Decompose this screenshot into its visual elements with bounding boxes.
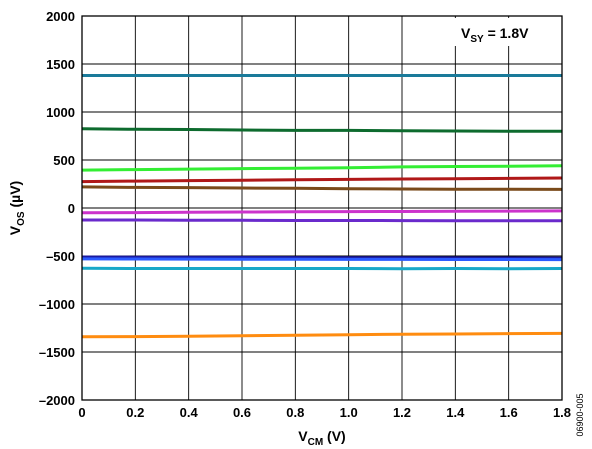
y-tick-label: –2000 (39, 393, 75, 408)
annotation-suffix: = 1.8V (484, 25, 529, 41)
y-axis-title-suffix: (µV) (7, 181, 23, 212)
x-tick-label: 1.0 (340, 405, 358, 420)
series-line-2 (81, 127, 562, 133)
x-tick-label: 0.4 (180, 405, 199, 420)
annotation-sub: SY (470, 34, 484, 45)
series-line-9 (81, 257, 563, 262)
x-axis-title-suffix: (V) (323, 428, 346, 444)
series-line-11 (81, 331, 563, 339)
y-tick-label: 500 (53, 153, 75, 168)
x-tick-label: 0.6 (233, 405, 251, 420)
y-tick-label: –1500 (39, 345, 75, 360)
series-group (81, 74, 563, 339)
x-tick-label: 1.4 (446, 405, 465, 420)
y-axis-title-sub: OS (16, 211, 27, 226)
series-line-4 (81, 176, 563, 184)
x-axis-title: VCM (V) (298, 428, 345, 448)
x-tick-labels: 0 0.2 0.4 0.6 0.8 1.0 1.2 1.4 1.6 1.8 (78, 405, 571, 420)
x-tick-label: 0 (78, 405, 85, 420)
y-tick-label: 2000 (46, 9, 75, 24)
annotation-main: V (461, 25, 471, 41)
plot-frame (81, 15, 563, 401)
y-tick-label: 1500 (46, 57, 75, 72)
y-axis-title-main: V (7, 225, 23, 235)
y-axis-title: VOS (µV) (7, 181, 27, 235)
x-axis-title-sub: CM (308, 437, 324, 448)
grid (81, 15, 563, 401)
y-tick-label: 0 (68, 201, 75, 216)
x-tick-label: 0.8 (286, 405, 304, 420)
series-line-6 (81, 209, 563, 215)
figure-code: 06900-005 (575, 393, 585, 436)
y-tick-labels: –2000 –1500 –1000 –500 0 500 1000 1500 2000 (39, 9, 75, 408)
supply-annotation: VSY = 1.8V (461, 25, 529, 45)
series-line-3 (81, 164, 563, 172)
x-tick-label: 1.2 (393, 405, 411, 420)
x-tick-label: 1.6 (500, 405, 518, 420)
supply-annotation-box (454, 18, 560, 46)
x-tick-label: 0.2 (126, 405, 144, 420)
series-line-7 (82, 218, 563, 223)
x-axis-title-main: V (298, 428, 308, 444)
x-tick-label: 1.8 (553, 405, 571, 420)
y-tick-label: –500 (46, 249, 75, 264)
series-line-5 (81, 185, 563, 191)
series-line-8 (81, 255, 563, 260)
y-tick-label: –1000 (39, 297, 75, 312)
y-tick-label: 1000 (46, 105, 75, 120)
